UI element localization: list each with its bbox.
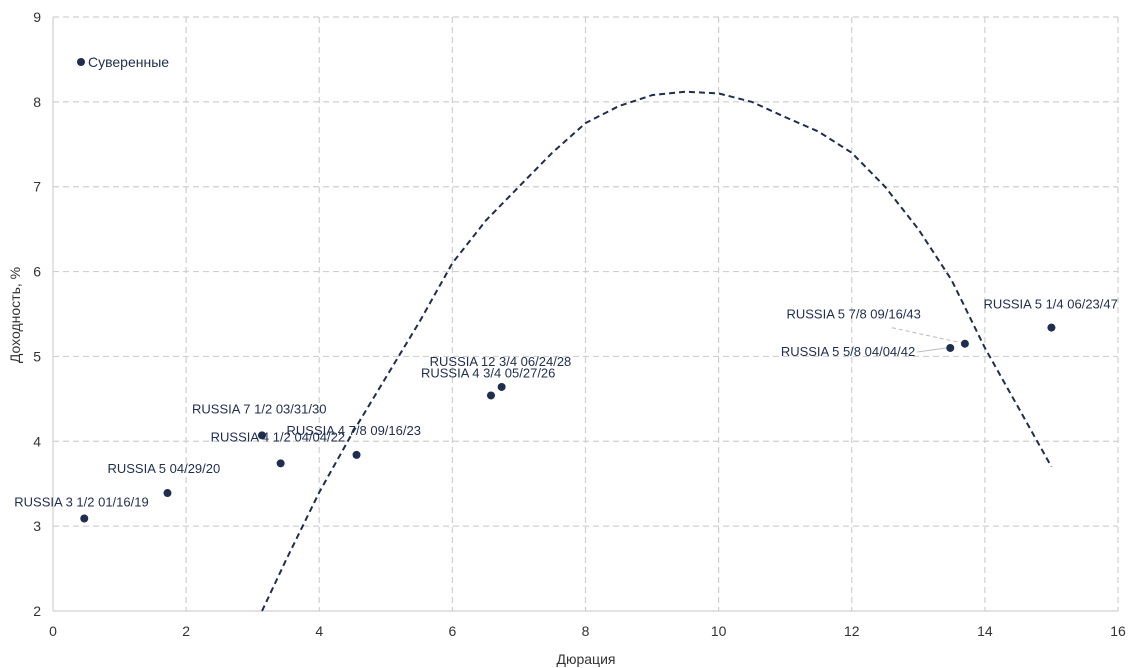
data-labels: RUSSIA 3 1/2 01/16/19 RUSSIA 5 04/29/20 RU… (14, 297, 1118, 510)
data-point (946, 343, 955, 352)
x-tick-label: 12 (844, 623, 860, 639)
trendline-group (261, 90, 1053, 612)
data-point (497, 382, 506, 391)
y-tick-label: 7 (33, 179, 41, 195)
x-tick-label: 4 (315, 623, 323, 639)
y-tick-label: 4 (33, 433, 41, 449)
point-label: RUSSIA 4 1/2 04/04/22 (211, 429, 345, 444)
x-axis-label: Дюрация (557, 651, 616, 667)
data-point (1047, 323, 1056, 332)
x-tick-label: 14 (977, 623, 993, 639)
legend-label: Суверенные (88, 54, 169, 70)
point-label: RUSSIA 3 1/2 01/16/19 (14, 495, 148, 510)
y-tick-label: 9 (33, 9, 41, 25)
point-label: RUSSIA 7 1/2 03/31/30 (192, 401, 326, 416)
x-tick-label: 10 (711, 623, 727, 639)
point-label: RUSSIA 4 3/4 05/27/26 (421, 365, 555, 380)
data-point (258, 431, 267, 440)
data-point (276, 459, 285, 468)
y-tick-label: 8 (33, 94, 41, 110)
legend: Суверенные (77, 54, 169, 70)
trendline (261, 90, 1053, 612)
data-point (80, 514, 89, 523)
leader-line (891, 327, 962, 344)
y-tick-label: 6 (33, 264, 41, 280)
y-tick-label: 2 (33, 603, 41, 619)
x-tick-label: 8 (582, 623, 590, 639)
x-tick-label: 16 (1110, 623, 1126, 639)
y-axis-label: Доходность, % (7, 267, 23, 363)
y-tick-label: 5 (33, 348, 41, 364)
y-tick-label: 3 (33, 518, 41, 534)
legend-marker (77, 58, 85, 66)
data-point (486, 391, 495, 400)
point-label: RUSSIA 5 04/29/20 (107, 461, 220, 476)
point-label: RUSSIA 5 7/8 09/16/43 (786, 307, 920, 322)
data-point (960, 339, 969, 348)
point-label: RUSSIA 12 3/4 06/24/28 (430, 354, 572, 369)
x-tick-label: 6 (448, 623, 456, 639)
leader-lines (891, 327, 962, 353)
points-group (80, 323, 1056, 523)
point-label: RUSSIA 4 7/8 09/16/23 (287, 423, 421, 438)
point-label: RUSSIA 5 1/4 06/23/47 (983, 297, 1117, 312)
grid (52, 16, 1119, 612)
x-tick-label: 2 (182, 623, 190, 639)
x-tick-label: 0 (49, 623, 57, 639)
data-point (352, 450, 361, 459)
data-point (163, 489, 172, 498)
leader-line (917, 347, 947, 353)
point-label: RUSSIA 5 5/8 04/04/42 (781, 344, 915, 359)
